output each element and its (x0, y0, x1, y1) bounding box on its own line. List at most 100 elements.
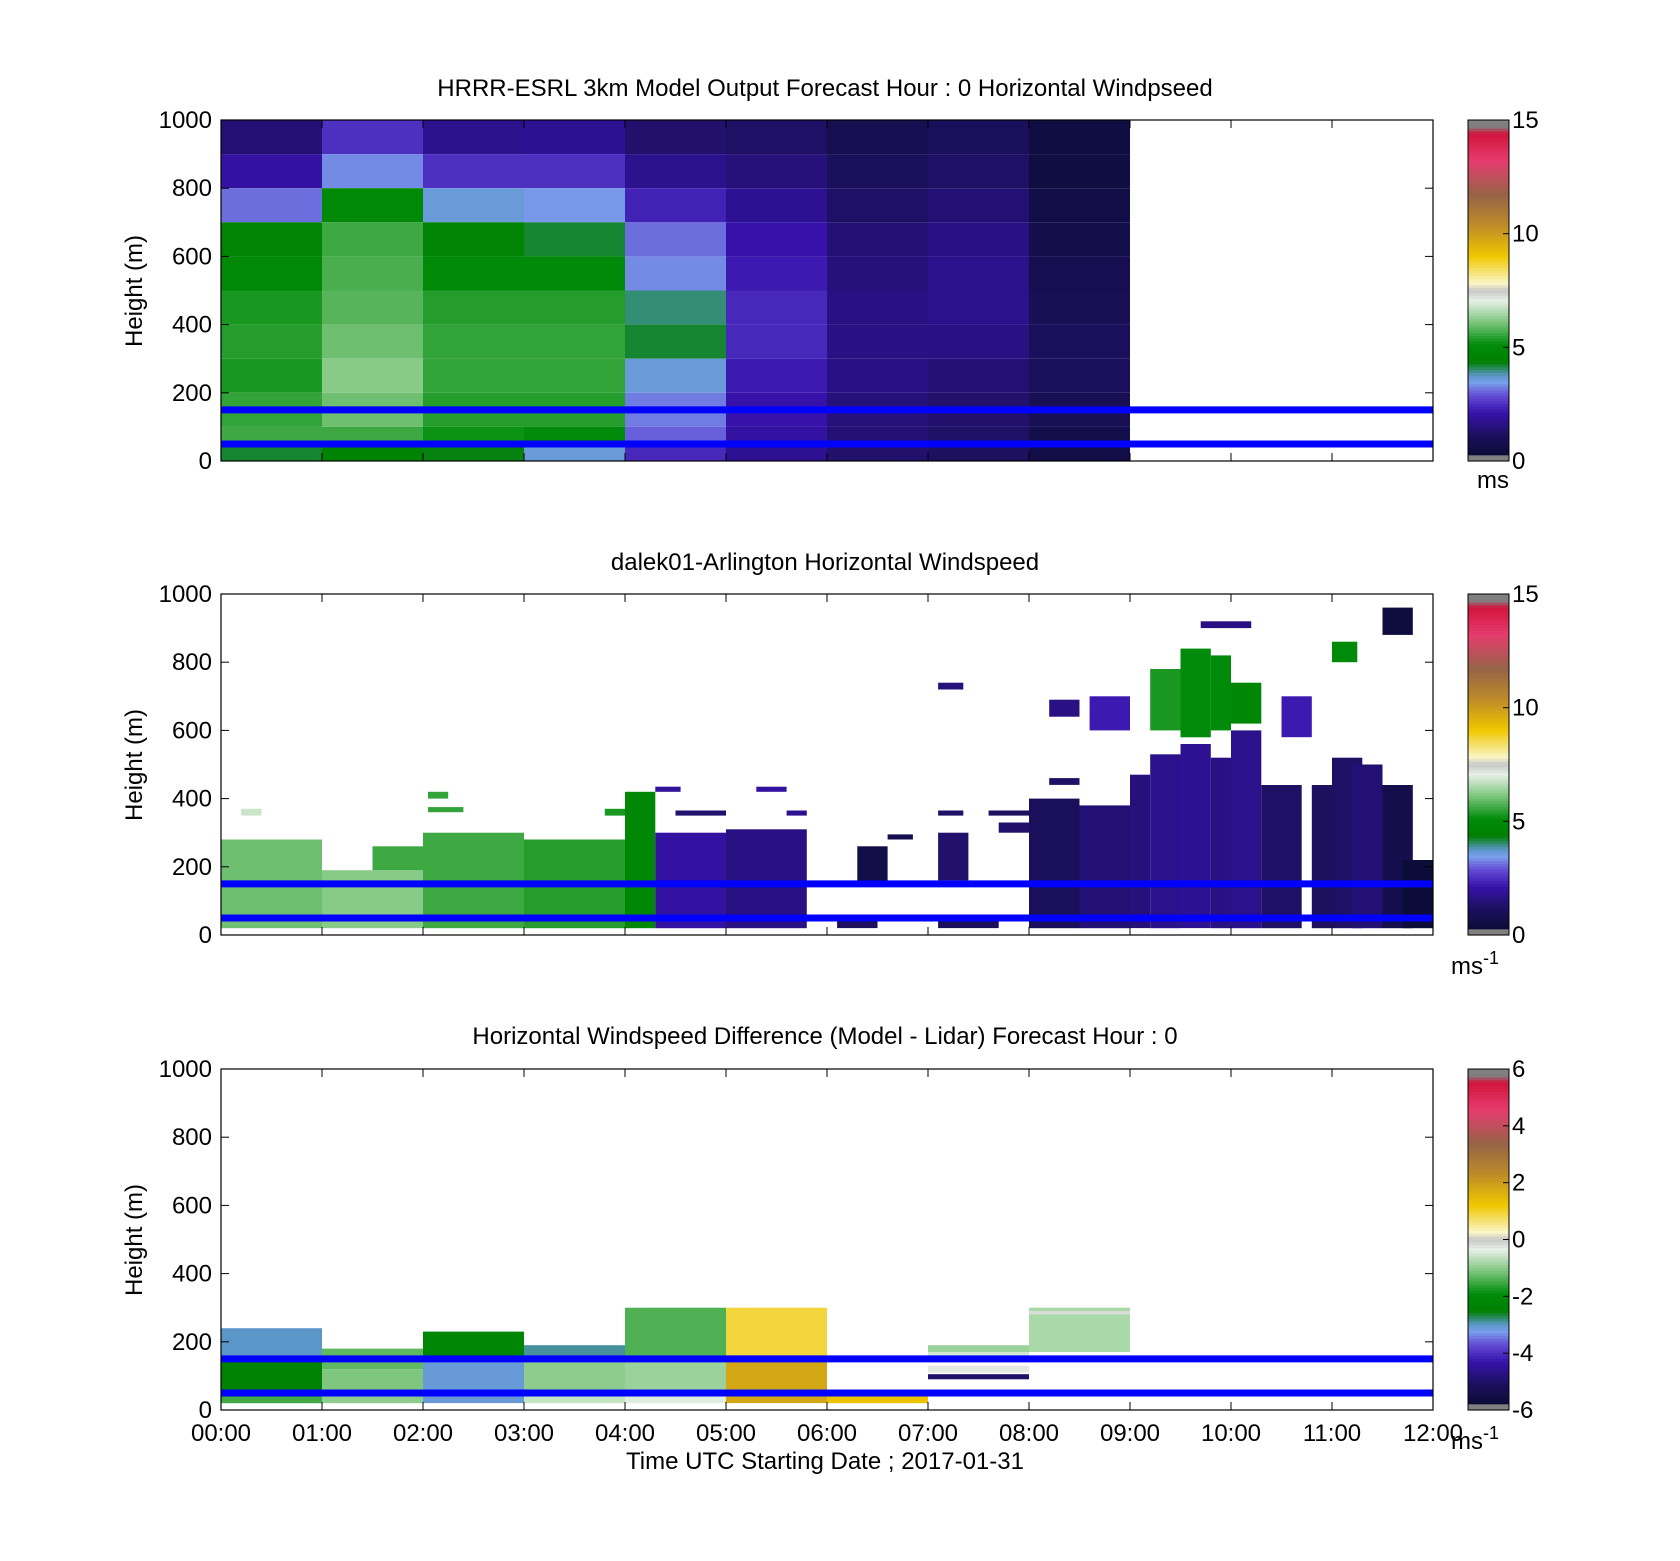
heatmap-cell (1261, 785, 1302, 929)
colorbar-segment (1468, 404, 1509, 408)
colorbar-segment (1468, 775, 1509, 780)
heatmap-cell (938, 682, 964, 690)
heatmap-cell (827, 1396, 928, 1404)
colorbar-segment (1468, 418, 1509, 422)
colorbar-segment (1468, 662, 1509, 666)
colorbar-segment (1468, 1069, 1509, 1073)
heatmap-cell (423, 358, 524, 393)
heatmap-cell (221, 1393, 322, 1404)
heatmap-cell (322, 290, 423, 325)
colorbar-segment (1468, 1194, 1509, 1198)
colorbar-segment (1468, 1375, 1509, 1380)
colorbar-segment (1468, 1344, 1509, 1349)
heatmap-cell (1049, 699, 1080, 717)
colorbar-segment (1468, 347, 1509, 351)
heatmap-cell (423, 443, 524, 461)
heatmap-cell (604, 808, 631, 816)
colorbar-tick-label: 4 (1512, 1113, 1525, 1140)
colorbar-segment (1468, 1361, 1509, 1366)
heatmap-cell (322, 1393, 423, 1404)
colorbar-segment (1468, 798, 1509, 803)
heatmap-cell (625, 222, 726, 257)
colorbar-segment (1468, 903, 1509, 908)
heatmap-cell (322, 222, 423, 257)
colorbar-segment (1468, 401, 1509, 405)
colorbar-segment (1468, 1367, 1509, 1371)
colorbar-segment (1468, 1358, 1509, 1363)
colorbar-segment (1468, 1162, 1509, 1167)
heatmap-cell (221, 1328, 322, 1359)
colorbar-segment (1468, 764, 1509, 768)
colorbar-segment (1468, 1310, 1509, 1314)
colorbar-segment (1468, 375, 1509, 380)
colorbar-segment (1468, 458, 1509, 462)
colorbar-tick-label: -6 (1512, 1397, 1533, 1424)
heatmap-cell (1281, 696, 1312, 738)
heatmap-cell (524, 1358, 625, 1393)
colorbar-segment (1468, 412, 1509, 417)
colorbar-segment (1468, 1196, 1509, 1201)
colorbar-segment (1468, 122, 1509, 127)
colorbar-segment (1468, 1378, 1509, 1383)
heatmap-cell (938, 810, 964, 816)
colorbar-segment (1468, 781, 1509, 785)
colorbar-segment (1468, 182, 1509, 186)
panel3-colorbar: -6 -4 -2 0 2 4 6 (1467, 1056, 1533, 1424)
colorbar-segment (1468, 881, 1509, 885)
colorbar-segment (1468, 599, 1509, 604)
x-axis-label: Time UTC Starting Date ; 2017-01-31 (626, 1448, 1024, 1475)
panel1-y-ticks: 0 200 400 600 800 1000 (159, 107, 1433, 475)
colorbar-segment (1468, 1134, 1509, 1138)
colorbar-segment (1468, 1159, 1509, 1164)
colorbar-segment (1468, 318, 1509, 323)
heatmap-cell (928, 443, 1029, 461)
colorbar-segment (1468, 409, 1509, 414)
colorbar-segment (1468, 1125, 1509, 1130)
colorbar-segment (1468, 148, 1509, 152)
colorbar-segment (1468, 630, 1509, 635)
colorbar-segment (1468, 673, 1509, 678)
colorbar-segment (1468, 1185, 1509, 1189)
panel2-ylabel: Height (m) (121, 709, 148, 821)
heatmap-cell (726, 1307, 827, 1359)
x-tick-label: 10:00 (1201, 1420, 1261, 1447)
heatmap-cell (625, 791, 656, 929)
colorbar-segment (1468, 1302, 1509, 1306)
colorbar-segment (1468, 758, 1509, 763)
heatmap-cell (524, 358, 625, 393)
colorbar-segment (1468, 350, 1509, 354)
colorbar-segment (1468, 923, 1509, 928)
heatmap-cell (827, 426, 928, 444)
colorbar-segment (1468, 304, 1509, 309)
colorbar-segment (1468, 778, 1509, 783)
panel3-x-ticks: 00:00 01:00 02:00 03:00 04:00 05:00 06:00 07:00… (191, 1069, 1463, 1447)
colorbar-segment (1468, 832, 1509, 837)
colorbar-segment (1468, 1080, 1509, 1084)
colorbar-segment (1468, 171, 1509, 175)
heatmap-cell (221, 120, 322, 155)
heatmap-cell (625, 426, 726, 444)
heatmap-cell (221, 290, 322, 325)
colorbar-segment (1468, 815, 1509, 820)
colorbar-segment (1468, 744, 1509, 749)
colorbar-segment (1468, 605, 1509, 609)
colorbar-segment (1468, 733, 1509, 737)
heatmap-cell (221, 188, 322, 223)
colorbar-segment (1468, 168, 1509, 172)
colorbar-segment (1468, 1137, 1509, 1141)
heatmap-cell (1200, 621, 1252, 629)
heatmap-cell (322, 443, 423, 461)
colorbar-segment (1468, 909, 1509, 913)
heatmap-cell (524, 1393, 625, 1404)
x-tick-label: 06:00 (797, 1420, 857, 1447)
colorbar-segment (1468, 1307, 1509, 1312)
y-tick-label: 400 (172, 1261, 212, 1288)
colorbar-segment (1468, 667, 1509, 672)
colorbar-segment (1468, 795, 1509, 800)
colorbar-segment (1468, 1233, 1509, 1238)
colorbar-segment (1468, 358, 1509, 363)
colorbar-segment (1468, 1273, 1509, 1278)
heatmap-cell (857, 846, 888, 884)
colorbar-segment (1468, 1370, 1509, 1374)
colorbar-segment (1468, 1341, 1509, 1346)
